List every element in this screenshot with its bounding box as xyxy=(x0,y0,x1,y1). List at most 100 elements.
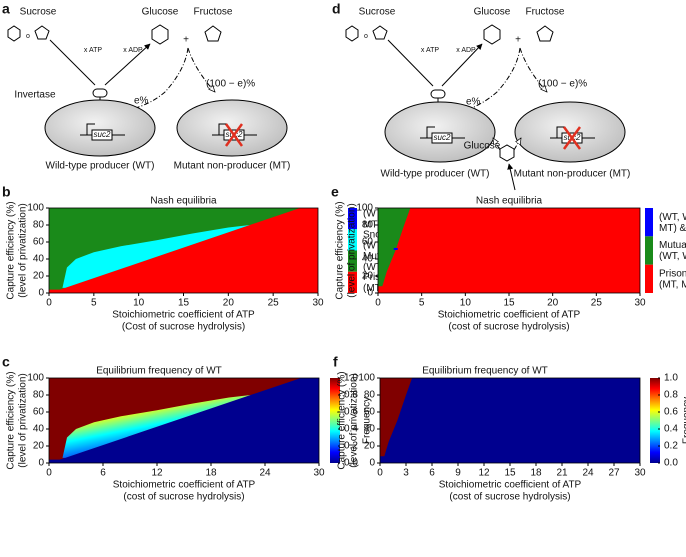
label: Sucrose xyxy=(20,7,57,18)
plot-c: 0 6 12 18 24 30 0 20 40 60 80 100 c Equilibrium frequ… xyxy=(2,354,373,503)
x-tick-label: 6 xyxy=(100,468,106,479)
label: Fructose xyxy=(526,7,565,18)
plot-title: Nash equilibria xyxy=(150,196,217,207)
x-tick-label: 12 xyxy=(478,468,490,479)
gene-box xyxy=(91,129,113,141)
x-tick-label: 25 xyxy=(268,298,280,309)
label: Fructose xyxy=(194,7,233,18)
x-tick-label: 25 xyxy=(591,298,603,309)
legend-swatch xyxy=(645,264,653,293)
label: Glucose xyxy=(464,141,501,152)
y-axis-label: Capture efficiency (%) xyxy=(6,201,17,299)
legend-swatch xyxy=(348,250,357,272)
y-axis-label: Capture efficiency (%) xyxy=(6,371,17,469)
o: o xyxy=(364,33,368,40)
y-tick-label: 60 xyxy=(33,237,45,248)
label: Invertase xyxy=(14,90,56,101)
x-axis-label: (Cost of sucrose hydrolysis) xyxy=(122,322,245,333)
legend-swatch xyxy=(348,229,357,251)
x-tick-label: 0 xyxy=(375,298,381,309)
y-axis-label: (level of privatization) xyxy=(18,203,29,297)
label: x ATP xyxy=(84,47,102,54)
y-axis-label: Capture efficiency (%) xyxy=(335,201,346,299)
invertase xyxy=(430,89,446,99)
panel-letter: a xyxy=(2,1,10,17)
x-tick-label: 6 xyxy=(429,468,435,479)
x-tick-label: 15 xyxy=(178,298,190,309)
colorbar-tick-label: 1.0 xyxy=(664,373,678,384)
label: Sucrose xyxy=(359,7,396,18)
colorbar-tick-label: 0.0 xyxy=(344,458,358,469)
colorbar-tick-label: 1.0 xyxy=(344,373,358,384)
x-tick-label: 10 xyxy=(133,298,145,309)
plot-title: Nash equilibria xyxy=(476,196,543,207)
x-tick-label: 18 xyxy=(530,468,542,479)
hexagon xyxy=(483,24,501,45)
region xyxy=(393,247,398,250)
hexagon xyxy=(499,144,515,162)
cell xyxy=(514,101,626,163)
invertase xyxy=(92,88,108,98)
cross xyxy=(562,126,582,150)
cross xyxy=(224,123,244,147)
y-tick-label: 40 xyxy=(362,254,374,265)
colorbar-tick-label: 0.8 xyxy=(344,390,358,401)
label: (100 − e)% xyxy=(538,79,587,90)
y-tick-label: 20 xyxy=(33,271,45,282)
label: Mutant non-producer (MT) xyxy=(514,169,631,180)
y-tick-label: 0 xyxy=(369,458,375,469)
x-tick-label: 27 xyxy=(608,468,620,479)
y-tick-label: 20 xyxy=(33,441,45,452)
x-axis-label: (cost of sucrose hydrolysis) xyxy=(448,322,569,333)
x-tick-label: 30 xyxy=(634,298,646,309)
x-axis-label: Stoichiometric coefficient of ATP xyxy=(439,480,582,491)
x-tick-label: 0 xyxy=(46,468,52,479)
colorbar-tick-label: 0.4 xyxy=(664,424,678,435)
y-tick-label: 60 xyxy=(362,237,374,248)
colorbar-label: Frequency xyxy=(682,397,686,444)
x-tick-label: 15 xyxy=(504,468,516,479)
label: Wild-type producer (WT) xyxy=(46,161,155,172)
arrow xyxy=(104,43,151,86)
arrow xyxy=(519,47,547,92)
x-tick-label: 30 xyxy=(313,468,325,479)
x-tick-label: 24 xyxy=(582,468,594,479)
legend-swatch xyxy=(348,271,357,293)
plus: + xyxy=(183,35,189,46)
x-axis-label: Stoichiometric coefficient of ATP xyxy=(112,310,255,321)
y-tick-label: 60 xyxy=(33,407,45,418)
plot-title: Equilibrium frequency of WT xyxy=(96,366,222,377)
legend-label: (WT, WT) xyxy=(659,251,686,262)
label: Mutant non-producer (MT) xyxy=(174,161,291,172)
axes-frame xyxy=(48,377,320,464)
y-tick-label: 60 xyxy=(364,407,376,418)
label: x ADP xyxy=(123,47,143,54)
x-tick-label: 30 xyxy=(312,298,324,309)
y-tick-label: 80 xyxy=(33,220,45,231)
legend-swatch xyxy=(645,236,653,265)
region xyxy=(62,395,251,458)
legend-swatch xyxy=(645,208,653,237)
y-tick-label: 100 xyxy=(358,373,375,384)
x-tick-label: 18 xyxy=(205,468,217,479)
x-tick-label: 3 xyxy=(403,468,409,479)
diagram-a: a Sucrose Glucose Fructose o + x ATP x A… xyxy=(2,1,290,172)
arrow xyxy=(507,163,516,191)
arrow xyxy=(441,43,483,87)
cell xyxy=(176,99,288,157)
x-axis-label: (cost of sucrose hydrolysis) xyxy=(449,492,570,503)
label: e% xyxy=(134,96,149,107)
arrow xyxy=(464,47,521,111)
plot-e: 0 5 10 15 20 25 30 0 20 40 60 80 100 e Nash equilibria… xyxy=(331,184,686,333)
panel-letter: e xyxy=(331,184,339,200)
y-tick-label: 20 xyxy=(362,271,374,282)
x-tick-label: 15 xyxy=(503,298,515,309)
y-tick-label: 0 xyxy=(367,288,373,299)
y-tick-label: 80 xyxy=(364,390,376,401)
x-tick-label: 0 xyxy=(46,298,52,309)
y-tick-label: 0 xyxy=(38,288,44,299)
arrow xyxy=(387,39,434,87)
label: Glucose xyxy=(474,7,511,18)
pentagon xyxy=(34,25,50,40)
plot-f: 0 3 6 9 12 15 18 21 24 27 30 0 20 40 60 80 100 f Equilibri… xyxy=(333,354,686,503)
